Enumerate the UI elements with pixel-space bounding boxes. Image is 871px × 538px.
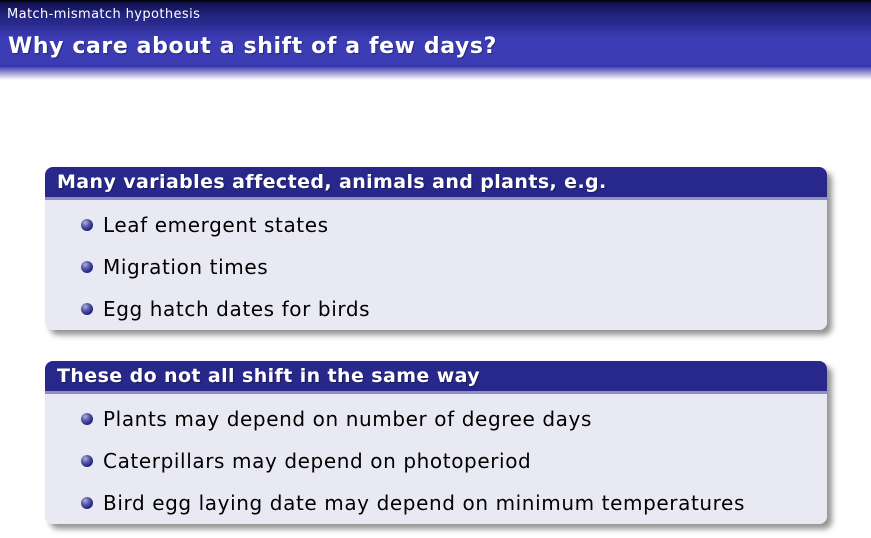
list-item-text: Egg hatch dates for birds bbox=[103, 297, 371, 321]
block-many-variables: Many variables affected, animals and pla… bbox=[45, 167, 827, 330]
list-item: Migration times bbox=[45, 246, 827, 288]
section-bar: Match-mismatch hypothesis bbox=[0, 0, 871, 26]
list-item-text: Bird egg laying date may depend on minim… bbox=[103, 491, 745, 515]
sphere-bullet-icon bbox=[81, 219, 93, 231]
list-item: Caterpillars may depend on photoperiod bbox=[45, 440, 827, 482]
block-body: Leaf emergent states Migration times Egg… bbox=[45, 197, 827, 330]
block-title: Many variables affected, animals and pla… bbox=[45, 167, 827, 197]
list-item: Bird egg laying date may depend on minim… bbox=[45, 482, 827, 524]
slide-headline: Match-mismatch hypothesis Why care about… bbox=[0, 0, 871, 80]
list-item-text: Leaf emergent states bbox=[103, 213, 329, 237]
sphere-bullet-icon bbox=[81, 497, 93, 509]
sphere-bullet-icon bbox=[81, 455, 93, 467]
frame-title-bar: Why care about a shift of a few days? bbox=[0, 26, 871, 67]
block-shift-differences: These do not all shift in the same way P… bbox=[45, 361, 827, 524]
sphere-bullet-icon bbox=[81, 413, 93, 425]
list-item-text: Migration times bbox=[103, 255, 269, 279]
headline-fade bbox=[0, 67, 871, 80]
block-title: These do not all shift in the same way bbox=[45, 361, 827, 391]
list-item-text: Plants may depend on number of degree da… bbox=[103, 407, 592, 431]
bullet-list: Leaf emergent states Migration times Egg… bbox=[45, 204, 827, 330]
list-item: Plants may depend on number of degree da… bbox=[45, 398, 827, 440]
bullet-list: Plants may depend on number of degree da… bbox=[45, 398, 827, 524]
list-item: Egg hatch dates for birds bbox=[45, 288, 827, 330]
sphere-bullet-icon bbox=[81, 303, 93, 315]
list-item-text: Caterpillars may depend on photoperiod bbox=[103, 449, 532, 473]
frame-title: Why care about a shift of a few days? bbox=[8, 34, 497, 59]
block-body: Plants may depend on number of degree da… bbox=[45, 391, 827, 524]
section-title: Match-mismatch hypothesis bbox=[7, 7, 201, 22]
sphere-bullet-icon bbox=[81, 261, 93, 273]
list-item: Leaf emergent states bbox=[45, 204, 827, 246]
